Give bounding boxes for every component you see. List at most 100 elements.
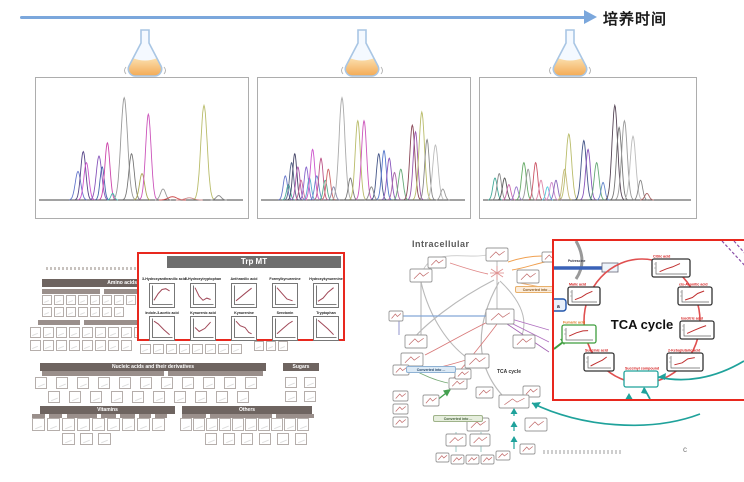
sub-header-bar bbox=[42, 371, 164, 376]
metabolite-box bbox=[218, 344, 229, 354]
metabolite-box bbox=[254, 341, 264, 351]
metabolite-box bbox=[137, 418, 150, 431]
metabolite-box bbox=[245, 377, 257, 389]
metabolite-box bbox=[216, 391, 228, 403]
chromatogram-peak bbox=[193, 103, 215, 200]
chromatogram-peak bbox=[343, 177, 358, 201]
metabolite-box bbox=[295, 433, 307, 445]
pathway-node bbox=[422, 394, 440, 407]
converted-into-chip: Converted into ... bbox=[433, 415, 483, 422]
metabolite-box bbox=[35, 377, 47, 389]
pathway-edge bbox=[507, 255, 543, 263]
metabolite-box bbox=[107, 418, 120, 431]
chromatogram-peak bbox=[90, 155, 108, 201]
chromatogram-peak bbox=[419, 138, 435, 200]
metabolite-box bbox=[195, 391, 207, 403]
chromatogram-peak bbox=[287, 152, 302, 201]
pathway-edge bbox=[420, 281, 467, 358]
sub-header-bar bbox=[210, 414, 272, 418]
metabolite-box bbox=[237, 391, 249, 403]
chromatogram-peak bbox=[290, 166, 305, 201]
chromatogram-plot bbox=[483, 103, 691, 201]
metabolite-box bbox=[98, 433, 111, 445]
sub-header-bar bbox=[67, 414, 97, 418]
metabolite-box bbox=[48, 391, 60, 403]
metabolite-box bbox=[32, 418, 45, 431]
chromatogram-peak bbox=[99, 141, 116, 201]
metabolite-box bbox=[102, 307, 112, 317]
chromatogram-peak bbox=[314, 157, 328, 201]
metabolite-box bbox=[43, 327, 54, 338]
tca-metabolite-label: Citric acid bbox=[653, 255, 670, 259]
chromatogram-peak bbox=[78, 161, 95, 201]
metabolite-box bbox=[92, 418, 105, 431]
chromatogram-plot bbox=[39, 96, 243, 201]
chromatogram-peak bbox=[559, 132, 578, 201]
trp-trend-plot bbox=[190, 283, 216, 308]
pathway-node bbox=[435, 452, 450, 463]
sub-header-bar bbox=[182, 414, 206, 418]
metabolite-box bbox=[82, 327, 93, 338]
chromatogram-peak bbox=[107, 192, 119, 201]
sub-header-bar bbox=[38, 320, 80, 325]
trp-trend-plot bbox=[231, 316, 257, 341]
metabolite-box bbox=[69, 340, 80, 351]
trp-metabolite-label: Formylkynurenine bbox=[269, 277, 301, 281]
chromatogram-peak bbox=[426, 143, 445, 201]
metabolite-box bbox=[90, 307, 100, 317]
metabolite-box bbox=[224, 377, 236, 389]
chromatogram-peak bbox=[371, 152, 387, 201]
timeline-arrow-label: 培养时间 bbox=[603, 11, 668, 28]
pathway-edge bbox=[511, 261, 546, 271]
metabolite-box bbox=[82, 340, 93, 351]
metabolite-box bbox=[42, 307, 52, 317]
sub-header-bar bbox=[139, 414, 151, 418]
tca-metabolite-label: Fumaric acid bbox=[563, 321, 585, 325]
metabolite-box bbox=[223, 433, 235, 445]
corner-letter: c bbox=[683, 445, 687, 454]
chromatogram-peak bbox=[615, 119, 634, 200]
metabolite-box bbox=[114, 295, 124, 305]
pathway-node bbox=[404, 334, 428, 349]
metabolite-box bbox=[90, 295, 100, 305]
tca-metabolite-label: Malic acid bbox=[569, 283, 586, 287]
trp-metabolite-label: Tryptophan bbox=[316, 311, 336, 315]
chromatogram-peak bbox=[610, 126, 628, 200]
metabolite-box bbox=[56, 327, 67, 338]
pathway-node bbox=[409, 268, 433, 283]
pathway-node bbox=[392, 390, 409, 402]
chromatogram-peak bbox=[376, 149, 392, 201]
chromatogram-peak bbox=[605, 103, 625, 200]
chromatogram-peak bbox=[575, 139, 593, 200]
chromatogram-peak bbox=[210, 195, 227, 201]
pathway-node bbox=[392, 416, 409, 428]
trp-trend-plot bbox=[231, 283, 257, 308]
metabolite-box bbox=[98, 377, 110, 389]
chromatogram-peak bbox=[510, 186, 523, 201]
trp-trend-plot bbox=[190, 316, 216, 341]
chromatogram-peak bbox=[534, 179, 548, 201]
metabolite-box bbox=[284, 418, 296, 431]
illegible-caption bbox=[543, 450, 621, 454]
chromatogram-peak bbox=[492, 172, 507, 201]
chromatogram-peak bbox=[412, 110, 431, 200]
pathway-edge bbox=[532, 402, 541, 409]
section-header-others: Others bbox=[182, 406, 312, 414]
metabolite-box bbox=[192, 344, 203, 354]
tca-metabolite-label: 2-Ketoglutaric acid bbox=[668, 349, 700, 353]
metabolite-box bbox=[30, 340, 41, 351]
pathway-node bbox=[448, 377, 468, 390]
trp-mt-title: Trp MT bbox=[167, 256, 341, 268]
sub-header-bar bbox=[42, 289, 100, 294]
metabolite-box bbox=[43, 340, 54, 351]
metabolite-box bbox=[56, 377, 68, 389]
sub-header-bar bbox=[49, 414, 62, 418]
tca-metabolite-box bbox=[623, 370, 659, 388]
tca-metabolite-box bbox=[561, 324, 597, 344]
pathway-node bbox=[522, 385, 541, 398]
metabolite-box bbox=[174, 391, 186, 403]
trp-trend-plot bbox=[149, 316, 175, 341]
tca-cycle-small-label: TCA cycle bbox=[497, 369, 521, 375]
section-header-amino-acids: Amino acids bbox=[42, 279, 139, 287]
pathway-node bbox=[485, 308, 515, 325]
